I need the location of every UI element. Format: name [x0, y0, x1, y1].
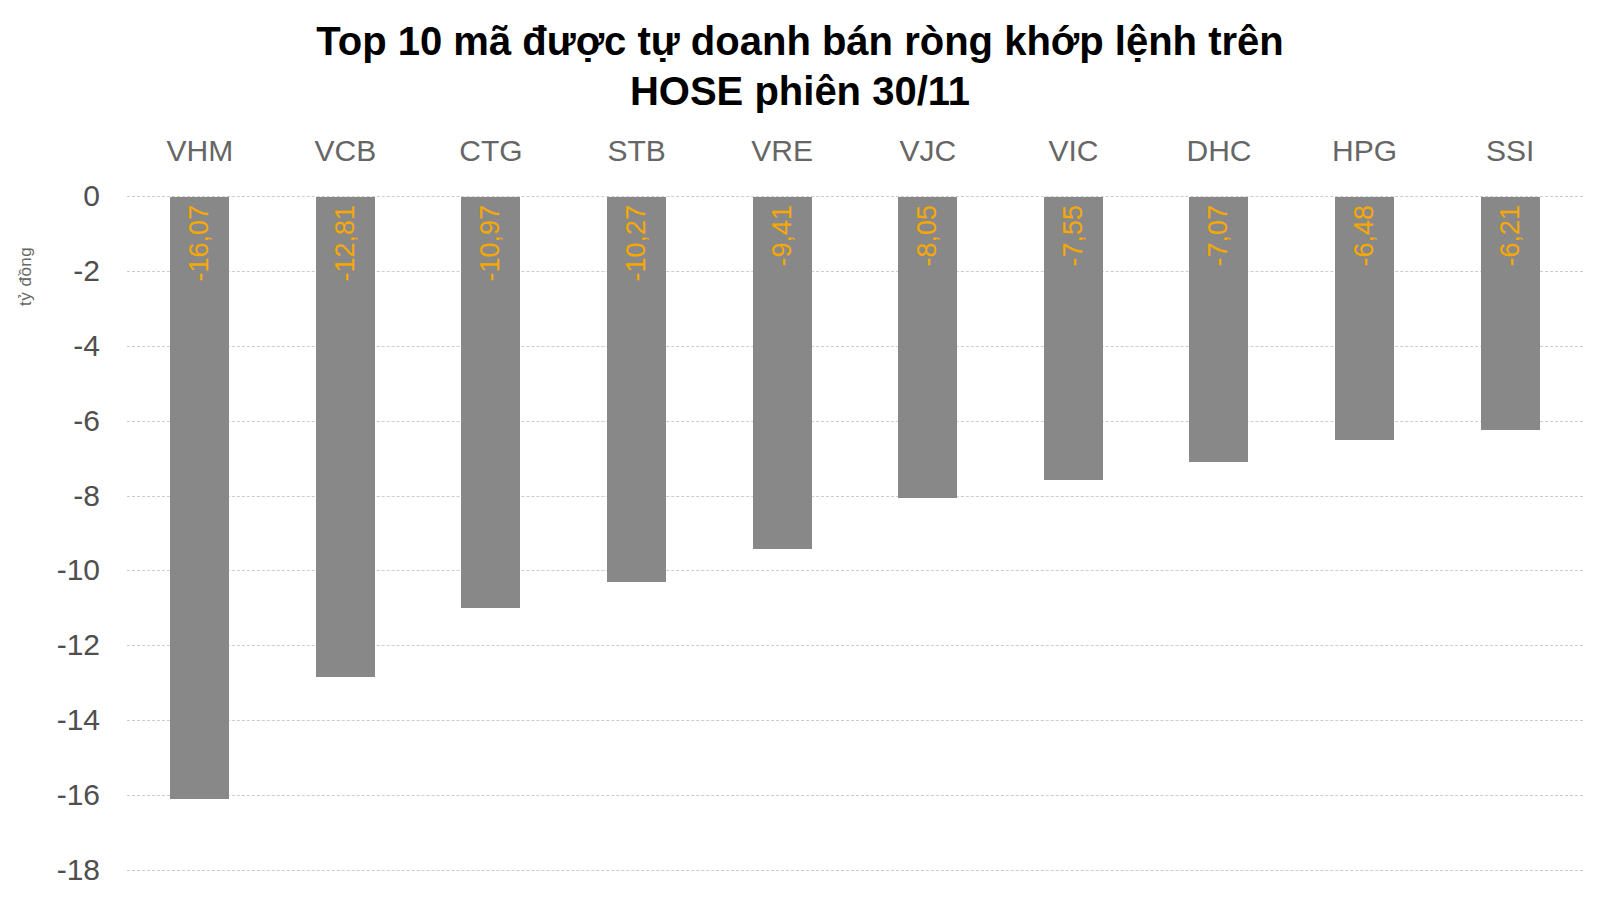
bar-column: -10,97	[418, 197, 564, 608]
bar-value-label: -6,48	[1349, 205, 1380, 267]
category-label: VHM	[127, 134, 273, 168]
category-label: VJC	[855, 134, 1001, 168]
category-label: HPG	[1292, 134, 1438, 168]
y-tick-label: -2	[0, 256, 100, 286]
bar: -9,41	[753, 197, 812, 549]
y-tick-label: 0	[0, 181, 100, 211]
bar-value-label: -8,05	[912, 205, 943, 267]
bar-column: -8,05	[855, 197, 1001, 498]
gridline	[127, 720, 1583, 721]
category-label: VCB	[273, 134, 419, 168]
bar: -6,21	[1481, 197, 1540, 430]
bar-column: -10,27	[564, 197, 710, 582]
y-tick-label: -18	[0, 855, 100, 885]
bar-column: -7,07	[1146, 197, 1292, 462]
category-label: CTG	[418, 134, 564, 168]
bar-column: -9,41	[709, 197, 855, 549]
y-tick-label: -4	[0, 331, 100, 361]
bar-value-label: -7,55	[1058, 205, 1089, 267]
bar: -10,27	[607, 197, 666, 582]
category-label: DHC	[1146, 134, 1292, 168]
category-label: STB	[564, 134, 710, 168]
gridline	[127, 870, 1583, 871]
plot-area: -16,07 -12,81 -10,97 -10,27 -9,41 -8,05 -7,55 -…	[127, 196, 1583, 870]
bar-value-label: -6,21	[1495, 205, 1526, 267]
bar-value-label: -16,07	[184, 205, 215, 282]
y-tick-label: -6	[0, 406, 100, 436]
bar-column: -6,48	[1292, 197, 1438, 440]
bar-value-label: -12,81	[330, 205, 361, 282]
bar-column: -7,55	[1001, 197, 1147, 480]
y-tick-label: -14	[0, 705, 100, 735]
bar: -16,07	[170, 197, 229, 799]
bar-value-label: -7,07	[1203, 205, 1234, 267]
bar-column: -6,21	[1437, 197, 1583, 430]
bar: -8,05	[898, 197, 957, 498]
y-tick-label: -12	[0, 630, 100, 660]
bar-column: -12,81	[273, 197, 419, 677]
category-label: VIC	[1001, 134, 1147, 168]
y-tick-label: -8	[0, 481, 100, 511]
bar: -7,55	[1044, 197, 1103, 480]
chart-title-line-1: Top 10 mã được tự doanh bán ròng khớp lệ…	[0, 16, 1600, 66]
category-label: SSI	[1437, 134, 1583, 168]
y-axis-ticks: 0-2-4-6-8-10-12-14-16-18	[0, 196, 100, 870]
bar: -10,97	[461, 197, 520, 608]
chart-title-line-2: HOSE phiên 30/11	[0, 66, 1600, 116]
chart-canvas: Top 10 mã được tự doanh bán ròng khớp lệ…	[0, 0, 1600, 899]
bar: -6,48	[1335, 197, 1394, 440]
bar: -7,07	[1189, 197, 1248, 462]
y-tick-label: -16	[0, 780, 100, 810]
bar-column: -16,07	[127, 197, 273, 799]
y-tick-label: -10	[0, 555, 100, 585]
gridline	[127, 795, 1583, 796]
category-label-row: VHMVCBCTGSTBVREVJCVICDHCHPGSSI	[127, 134, 1583, 172]
bar: -12,81	[316, 197, 375, 677]
bar-value-label: -10,27	[621, 205, 652, 282]
category-label: VRE	[709, 134, 855, 168]
bar-value-label: -9,41	[767, 205, 798, 267]
chart-title: Top 10 mã được tự doanh bán ròng khớp lệ…	[0, 16, 1600, 116]
bar-value-label: -10,97	[475, 205, 506, 282]
